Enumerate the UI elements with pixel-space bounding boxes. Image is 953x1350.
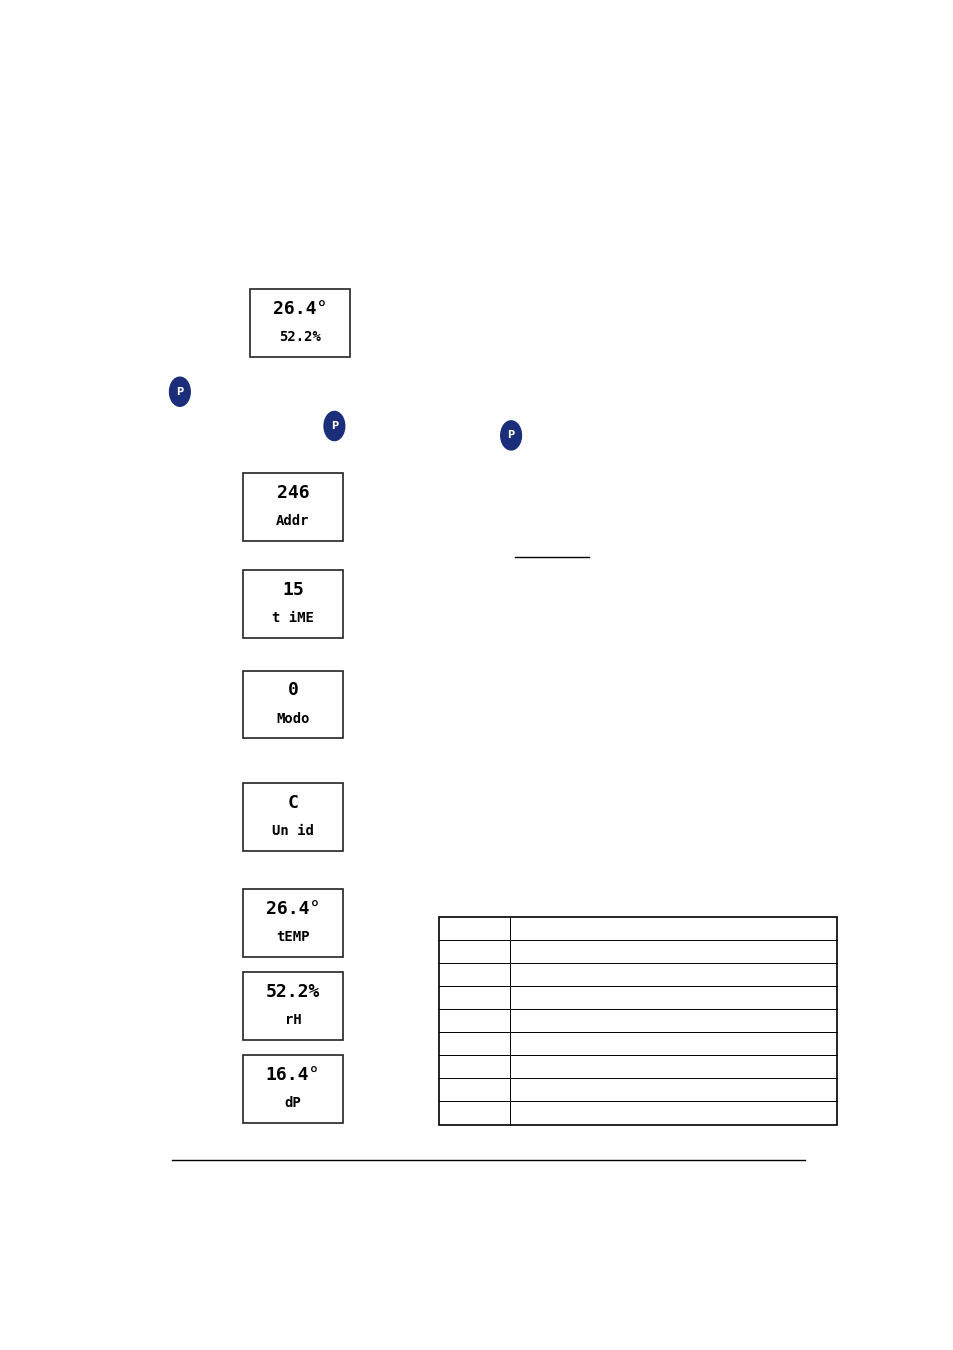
FancyBboxPatch shape [243,972,342,1040]
FancyBboxPatch shape [243,570,342,637]
Text: tEMP: tEMP [276,930,310,944]
FancyBboxPatch shape [243,890,342,957]
Text: 26.4°: 26.4° [273,300,327,319]
FancyBboxPatch shape [251,289,350,356]
Circle shape [500,421,521,450]
Text: t iME: t iME [272,612,314,625]
Text: Un id: Un id [272,824,314,838]
Text: 52.2%: 52.2% [266,983,320,1000]
Text: rH: rH [284,1014,301,1027]
Text: dP: dP [284,1096,301,1111]
Circle shape [324,412,344,440]
Text: P: P [176,386,183,397]
Text: Modo: Modo [276,711,310,726]
Text: P: P [507,431,514,440]
Text: 16.4°: 16.4° [266,1066,320,1084]
Text: C: C [287,794,298,811]
Text: 246: 246 [276,483,309,502]
Text: 0: 0 [287,682,298,699]
FancyBboxPatch shape [243,671,342,738]
Circle shape [170,377,190,406]
Text: 15: 15 [282,580,304,598]
Text: 52.2%: 52.2% [279,331,321,344]
Text: Addr: Addr [276,514,310,528]
FancyBboxPatch shape [243,783,342,850]
FancyBboxPatch shape [243,474,342,541]
FancyBboxPatch shape [438,917,837,1125]
FancyBboxPatch shape [243,1056,342,1123]
Text: 26.4°: 26.4° [266,899,320,918]
Text: P: P [331,421,337,431]
